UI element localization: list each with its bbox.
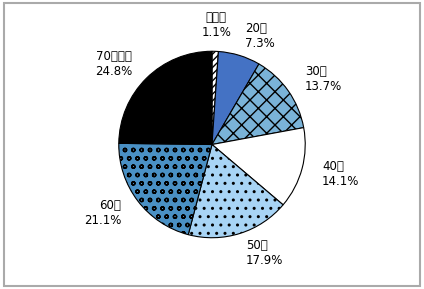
Text: 70歳以上
24.8%: 70歳以上 24.8% (95, 50, 132, 77)
Wedge shape (119, 143, 212, 235)
Wedge shape (212, 64, 304, 144)
Text: 20代
7.3%: 20代 7.3% (245, 22, 275, 50)
Text: 無回答
1.1%: 無回答 1.1% (201, 11, 231, 39)
Wedge shape (119, 51, 212, 144)
Wedge shape (212, 51, 218, 144)
Wedge shape (212, 128, 305, 205)
Wedge shape (212, 51, 259, 144)
Text: 40代
14.1%: 40代 14.1% (322, 160, 359, 188)
Text: 30代
13.7%: 30代 13.7% (305, 65, 342, 93)
Text: 50代
17.9%: 50代 17.9% (246, 239, 284, 267)
Text: 60代
21.1%: 60代 21.1% (84, 199, 122, 227)
Wedge shape (188, 144, 283, 238)
